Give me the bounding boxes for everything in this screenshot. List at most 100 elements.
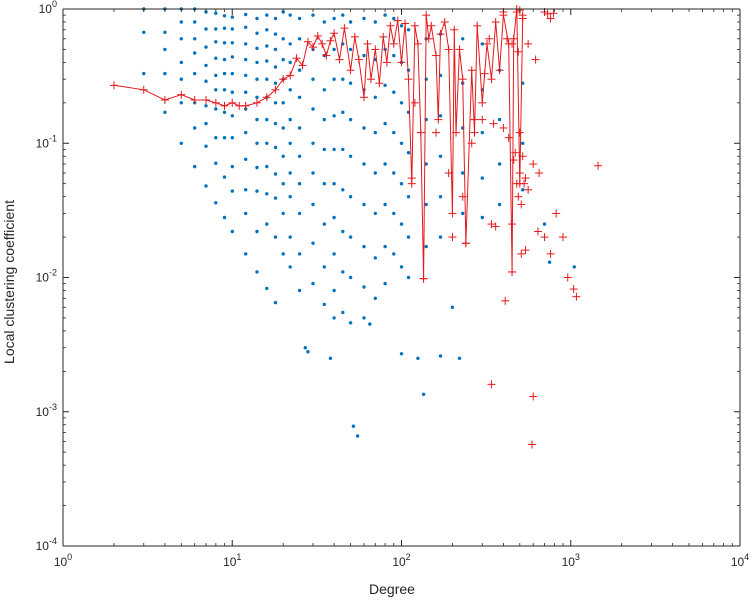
scatter-point bbox=[311, 141, 315, 145]
scatter-point bbox=[311, 77, 315, 81]
plus-marker bbox=[330, 29, 339, 38]
scatter-point bbox=[392, 53, 396, 58]
scatter-point bbox=[497, 202, 502, 207]
scatter-point bbox=[281, 182, 285, 186]
scatter-point bbox=[461, 37, 465, 41]
plus-marker bbox=[501, 296, 510, 305]
scatter-point bbox=[373, 296, 377, 300]
plus-marker bbox=[485, 34, 494, 43]
plus-marker bbox=[455, 45, 464, 54]
y-tick-exponent: 0 bbox=[52, 0, 57, 9]
y-tick-base: 10 bbox=[36, 539, 50, 553]
x-tick-label-0: 100 bbox=[54, 552, 72, 569]
scatter-point bbox=[204, 63, 208, 68]
plus-marker bbox=[359, 93, 368, 102]
scatter-point bbox=[438, 114, 443, 118]
x-tick-exponent: 2 bbox=[406, 552, 411, 562]
plus-marker bbox=[480, 69, 489, 78]
scatter-point bbox=[399, 265, 404, 269]
plus-marker bbox=[416, 128, 425, 137]
scatter-point bbox=[399, 222, 404, 226]
scatter-point bbox=[222, 26, 227, 30]
scatter-point bbox=[281, 57, 285, 62]
plus-marker bbox=[518, 11, 527, 20]
plus-marker bbox=[527, 440, 536, 449]
plus-marker bbox=[386, 21, 395, 30]
scatter-point bbox=[297, 95, 302, 100]
scatter-point bbox=[163, 110, 167, 115]
scatter-point bbox=[348, 235, 353, 239]
scatter-point bbox=[373, 20, 377, 24]
scatter-point bbox=[281, 37, 285, 41]
scatter-point bbox=[497, 117, 502, 122]
scatter-point bbox=[373, 171, 377, 175]
plus-marker bbox=[139, 85, 148, 94]
plus-marker bbox=[220, 101, 229, 110]
scatter-point bbox=[322, 147, 326, 152]
scatter-point bbox=[297, 182, 302, 186]
scatter-point bbox=[348, 81, 353, 85]
x-tick-base: 10 bbox=[223, 555, 237, 569]
plus-marker bbox=[382, 58, 391, 67]
scatter-point bbox=[230, 114, 234, 118]
scatter-point bbox=[288, 42, 292, 46]
y-tick-label-2: 10-2 bbox=[36, 268, 57, 285]
plus-marker bbox=[422, 11, 431, 20]
scatter-point bbox=[281, 101, 285, 105]
scatter-point bbox=[306, 350, 310, 354]
scatter-point bbox=[255, 229, 259, 234]
scatter-point bbox=[399, 24, 404, 28]
scatter-point bbox=[348, 47, 353, 52]
y-axis-title: Local clustering coefficient bbox=[1, 200, 17, 364]
axes bbox=[62, 8, 741, 547]
plus-marker bbox=[569, 285, 578, 294]
plus-marker bbox=[458, 75, 467, 84]
plus-marker bbox=[177, 90, 186, 99]
plus-marker bbox=[514, 47, 523, 56]
scatter-point bbox=[311, 241, 315, 245]
scatter-point bbox=[341, 188, 345, 192]
plus-marker bbox=[540, 233, 549, 242]
scatter-point bbox=[281, 154, 285, 158]
scatter-point bbox=[399, 352, 404, 356]
scatter-point bbox=[383, 162, 387, 166]
plus-marker bbox=[262, 93, 271, 102]
scatter-point bbox=[255, 77, 259, 81]
plus-marker bbox=[228, 98, 237, 107]
x-tick-exponent: 3 bbox=[575, 552, 580, 562]
scatter-point bbox=[368, 322, 372, 326]
y-tick-label-4: 100 bbox=[39, 0, 57, 16]
plus-marker bbox=[346, 66, 355, 75]
scatter-point bbox=[244, 211, 248, 216]
scatter-point bbox=[297, 154, 302, 158]
plus-marker bbox=[424, 34, 433, 43]
scatter-point bbox=[273, 300, 278, 305]
plus-marker bbox=[366, 75, 375, 84]
y-tick-exponent: -2 bbox=[49, 268, 57, 278]
x-tick-exponent: 4 bbox=[744, 552, 749, 562]
plus-marker bbox=[436, 30, 445, 39]
scatter-point bbox=[416, 356, 420, 360]
plus-marker bbox=[515, 169, 524, 178]
scatter-point bbox=[214, 107, 218, 111]
scatter-point bbox=[163, 47, 167, 52]
plus-marker bbox=[448, 233, 457, 242]
plus-marker bbox=[448, 209, 457, 218]
scatter-point bbox=[297, 288, 302, 293]
plus-marker bbox=[354, 55, 363, 64]
scatter-point bbox=[222, 71, 227, 76]
scatter-point bbox=[265, 13, 269, 17]
scatter-point bbox=[348, 195, 353, 199]
scatter-point bbox=[399, 141, 404, 145]
plus-marker bbox=[594, 161, 603, 170]
scatter-point bbox=[311, 13, 315, 17]
scatter-point bbox=[421, 392, 426, 396]
scatter-point bbox=[281, 126, 285, 130]
plus-marker bbox=[508, 220, 517, 229]
scatter-point bbox=[214, 161, 218, 165]
scatter-point bbox=[332, 316, 336, 320]
plus-marker bbox=[318, 39, 327, 48]
scatter-point bbox=[244, 25, 248, 29]
scatter-point bbox=[297, 211, 302, 216]
scatter-point bbox=[255, 270, 259, 274]
